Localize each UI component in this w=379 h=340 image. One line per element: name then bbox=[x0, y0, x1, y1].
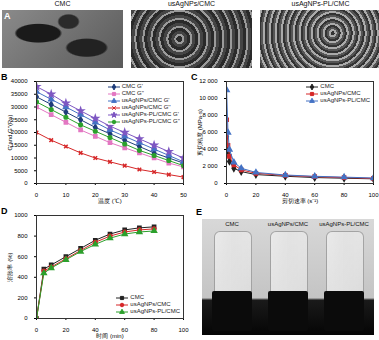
svg-text:80: 80 bbox=[341, 192, 348, 198]
svg-text:35000: 35000 bbox=[11, 91, 28, 97]
svg-text:8 000: 8 000 bbox=[202, 112, 218, 118]
svg-text:G'and G''(Pa): G'and G''(Pa) bbox=[7, 115, 13, 151]
html-text:D: D bbox=[1, 206, 8, 216]
svg-text:10 000: 10 000 bbox=[199, 95, 218, 101]
svg-text:时间 (min): 时间 (min) bbox=[96, 333, 123, 339]
html-text:CMC: CMC bbox=[225, 221, 239, 227]
svg-text:5000: 5000 bbox=[14, 168, 28, 174]
svg-text:4 000: 4 000 bbox=[202, 146, 218, 152]
svg-text:20: 20 bbox=[253, 192, 260, 198]
html-text:usAgNPs-PL/CMC: usAgNPs-PL/CMC bbox=[130, 308, 180, 314]
html-text:usAgNPs/CMC: usAgNPs/CMC bbox=[267, 221, 309, 227]
svg-text:25000: 25000 bbox=[11, 117, 28, 123]
svg-text:40: 40 bbox=[92, 326, 99, 333]
svg-text:100: 100 bbox=[178, 327, 189, 333]
svg-text:溶胀率 (%): 溶胀率 (%) bbox=[6, 253, 13, 282]
svg-text:20: 20 bbox=[92, 191, 99, 198]
html-text:CMC: CMC bbox=[54, 0, 71, 7]
html-text:usAgNPs-PL/CMC G': usAgNPs-PL/CMC G' bbox=[121, 111, 179, 117]
svg-text:40000: 40000 bbox=[11, 78, 28, 84]
svg-text:20000: 20000 bbox=[11, 129, 28, 135]
svg-text:1000: 1000 bbox=[14, 212, 28, 218]
html-text:usAgNPs/CMC: usAgNPs/CMC bbox=[130, 301, 171, 307]
svg-text:30: 30 bbox=[121, 192, 128, 198]
html-text:CMC: CMC bbox=[320, 83, 334, 89]
html-text:usAgNPs/CMC G'': usAgNPs/CMC G'' bbox=[121, 104, 171, 110]
svg-text:30000: 30000 bbox=[11, 104, 28, 110]
html-text:CMC G'': CMC G'' bbox=[121, 90, 144, 96]
html-text:A: A bbox=[4, 11, 11, 21]
svg-text:6 000: 6 000 bbox=[202, 129, 218, 135]
svg-text:10000: 10000 bbox=[11, 155, 28, 161]
svg-text:20: 20 bbox=[63, 327, 70, 333]
html-text:usAgNPs/CMC G': usAgNPs/CMC G' bbox=[121, 97, 170, 103]
svg-text:15000: 15000 bbox=[11, 142, 28, 148]
svg-text:0: 0 bbox=[225, 192, 229, 198]
svg-text:200: 200 bbox=[17, 295, 28, 301]
svg-text:600: 600 bbox=[17, 254, 28, 260]
html-text:C: C bbox=[191, 72, 198, 82]
html-text:usAgNPs-PL/CMC: usAgNPs-PL/CMC bbox=[319, 221, 369, 227]
svg-text:40: 40 bbox=[282, 191, 289, 198]
html-text:B: B bbox=[1, 72, 8, 82]
svg-text:0: 0 bbox=[214, 180, 218, 186]
svg-text:0: 0 bbox=[35, 327, 39, 333]
svg-text:12 000: 12 000 bbox=[199, 78, 218, 84]
svg-text:2 000: 2 000 bbox=[202, 163, 218, 169]
html-text:usAgNPs/CMC: usAgNPs/CMC bbox=[168, 0, 215, 7]
svg-text:剪切速率 (s⁻¹): 剪切速率 (s⁻¹) bbox=[282, 197, 319, 204]
svg-text:60: 60 bbox=[121, 326, 128, 333]
svg-text:80: 80 bbox=[151, 327, 158, 333]
svg-text:剪切粘度 (MPa·s): 剪切粘度 (MPa·s) bbox=[196, 109, 203, 156]
html-text:CMC: CMC bbox=[130, 294, 144, 300]
svg-text:0: 0 bbox=[35, 192, 39, 198]
html-text:E: E bbox=[196, 207, 202, 217]
svg-text:0: 0 bbox=[24, 315, 28, 321]
html-text:usAgNPs-PL/CMC: usAgNPs-PL/CMC bbox=[291, 0, 350, 7]
svg-text:400: 400 bbox=[17, 274, 28, 280]
html-text:usAgNPs/CMC: usAgNPs/CMC bbox=[320, 90, 361, 96]
html-text:usAgNPs-PL/CMC: usAgNPs-PL/CMC bbox=[320, 97, 370, 103]
svg-text:100: 100 bbox=[368, 192, 379, 198]
html-text:CMC G': CMC G' bbox=[121, 83, 143, 89]
svg-text:40: 40 bbox=[151, 192, 158, 198]
svg-text:温度 (℃): 温度 (℃) bbox=[98, 197, 122, 204]
svg-text:60: 60 bbox=[311, 191, 318, 198]
svg-text:800: 800 bbox=[17, 233, 28, 239]
svg-text:50: 50 bbox=[180, 192, 187, 198]
html-text:usAgNPs-PL/CMC G'': usAgNPs-PL/CMC G'' bbox=[121, 118, 180, 124]
svg-text:0: 0 bbox=[24, 180, 28, 186]
svg-text:10: 10 bbox=[63, 192, 70, 198]
